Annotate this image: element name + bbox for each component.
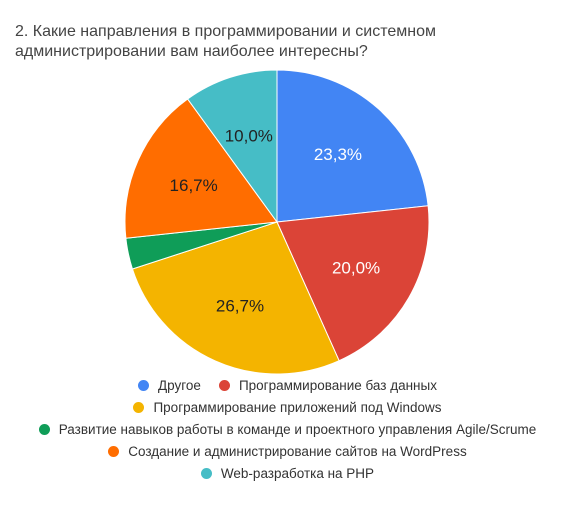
legend-label-other: Другое [158, 377, 201, 393]
legend-label-agile: Развитие навыков работы в команде и прое… [58, 421, 537, 437]
legend-item-wordpress[interactable]: Создание и администрирование сайтов на W… [108, 443, 467, 459]
legend-dot-windows [133, 401, 145, 413]
pie-slice-other[interactable] [276, 69, 429, 223]
legend-item-windows[interactable]: Программирование приложений под Windows [133, 399, 442, 415]
legend-dot-php [200, 467, 212, 479]
slice-label-windows: 26,7% [216, 296, 264, 315]
pie-slice-windows[interactable] [131, 221, 340, 375]
legend: Другое Программирование баз данных Прогр… [0, 374, 575, 484]
slice-label-databases: 20,0% [332, 258, 380, 277]
slice-label-php: 10,0% [225, 126, 273, 145]
legend-dot-wordpress [108, 445, 120, 457]
legend-label-php: Web-разработка на PHP [220, 465, 375, 481]
legend-label-databases: Программирование баз данных [238, 377, 437, 393]
legend-item-agile[interactable]: Развитие навыков работы в команде и прое… [38, 421, 537, 437]
legend-item-php[interactable]: Web-разработка на PHP [200, 465, 375, 481]
slice-label-wordpress: 16,7% [170, 176, 218, 195]
legend-row-1: Другое Программирование баз данных [0, 374, 575, 396]
chart-title: 2. Какие направления в программировании … [15, 23, 436, 60]
legend-dot-agile [38, 423, 50, 435]
legend-dot-other [138, 379, 150, 391]
legend-label-windows: Программирование приложений под Windows [153, 399, 442, 415]
legend-dot-databases [218, 379, 230, 391]
legend-row-5: Web-разработка на PHP [0, 462, 575, 484]
legend-label-wordpress: Создание и администрирование сайтов на W… [128, 443, 467, 459]
legend-row-2: Программирование приложений под Windows [0, 396, 575, 418]
slice-label-other: 23,3% [314, 145, 362, 164]
pie-slice-wordpress[interactable] [124, 98, 278, 239]
legend-item-databases[interactable]: Программирование баз данных [218, 377, 437, 393]
legend-item-other[interactable]: Другое [138, 378, 201, 393]
pie-slice-databases[interactable] [276, 205, 430, 362]
legend-row-3: Развитие навыков работы в команде и прое… [0, 418, 575, 440]
legend-row-4: Создание и администрирование сайтов на W… [0, 440, 575, 462]
pie-slice-php[interactable] [186, 69, 278, 224]
